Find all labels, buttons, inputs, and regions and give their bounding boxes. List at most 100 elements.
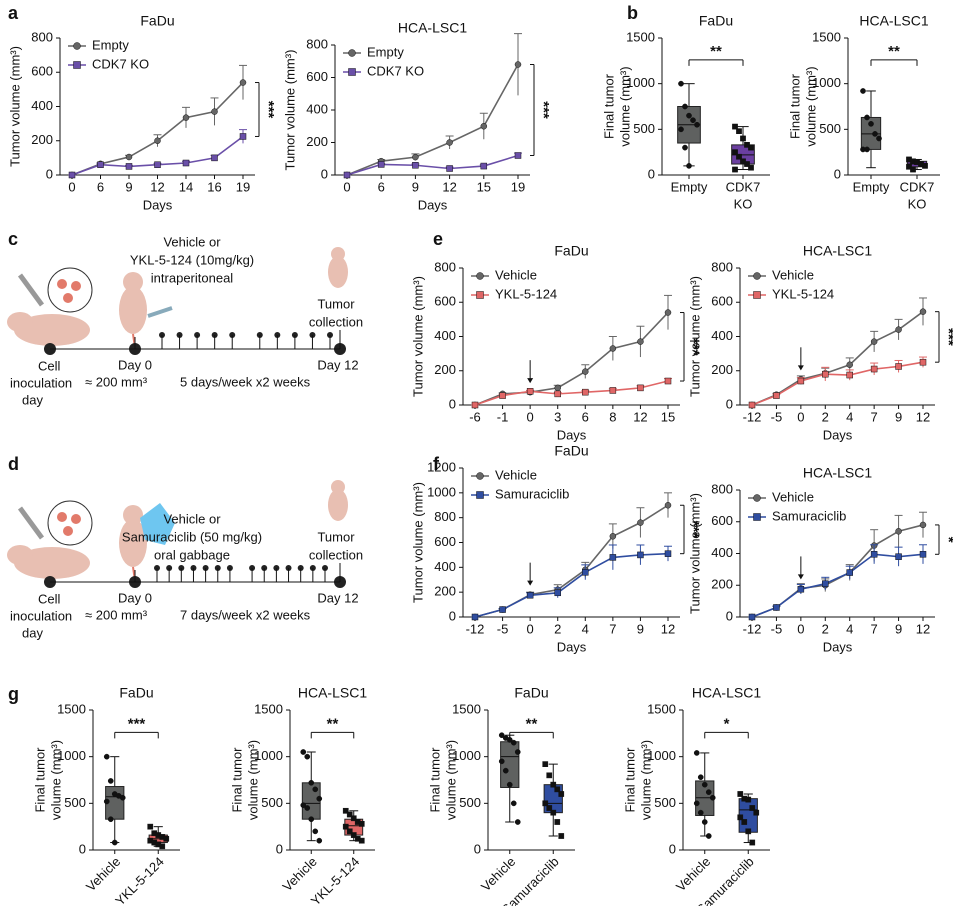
data-point [919, 551, 927, 558]
chart-title: HCA-LSC1 [803, 465, 872, 481]
x-tick-label: -5 [771, 409, 783, 424]
x-tick-label: 0 [797, 409, 804, 424]
x-tick-label: 4 [846, 621, 853, 636]
start-label: day [22, 625, 43, 640]
x-tick-label: 7 [609, 621, 616, 636]
data-point [582, 388, 589, 396]
x-tick-label: -12 [466, 621, 485, 636]
data-point [239, 79, 247, 86]
y-tick-label: 400 [31, 98, 53, 113]
series-line [474, 311, 669, 406]
data-point [744, 161, 750, 167]
data-point [748, 164, 754, 171]
y-tick-label: 1500 [254, 701, 283, 716]
series-line [751, 361, 924, 406]
y-tick-label: 1500 [452, 701, 481, 716]
box [500, 741, 520, 788]
mouse-head [331, 247, 345, 261]
data-point [103, 798, 110, 805]
x-tick-label: -12 [743, 409, 762, 424]
data-point [342, 807, 349, 814]
legend-marker [476, 472, 484, 480]
y-tick-label: 200 [711, 362, 733, 377]
x-tick-label: 9 [895, 621, 902, 636]
y-axis-label: Final tumor [787, 73, 802, 139]
data-point [343, 171, 351, 179]
y-tick-label: 600 [31, 64, 53, 79]
data-point [558, 791, 565, 797]
y-axis-label: volume (mm³) [443, 740, 458, 820]
data-point [514, 61, 522, 68]
x-tick-label: 0 [797, 621, 804, 636]
y-tick-label: 1000 [452, 748, 481, 763]
start-label: Cell [38, 358, 61, 373]
x-tick-label: 4 [846, 409, 853, 424]
y-tick-label: 1500 [647, 701, 676, 716]
x-tick-label: -5 [771, 621, 783, 636]
treatment-label: intraperitoneal [151, 270, 233, 285]
data-point [664, 502, 672, 509]
x-tick-label: 0 [68, 179, 75, 194]
legend-marker [753, 272, 761, 280]
data-point [741, 819, 748, 825]
schematic [7, 480, 348, 588]
y-axis-label: Final tumor [622, 747, 637, 813]
data-point [693, 750, 700, 756]
x-tick-label: 12 [916, 621, 930, 636]
y-tick-label: 0 [46, 166, 53, 181]
data-point [846, 371, 853, 379]
y-tick-label: 500 [64, 795, 86, 810]
legend-label: Samuraciclib [495, 486, 569, 501]
collection-label: Tumor [317, 296, 355, 311]
data-point [159, 843, 166, 850]
y-tick-label: 400 [434, 328, 456, 343]
x-tick-label: 16 [207, 179, 221, 194]
significance: * [724, 715, 730, 732]
y-axis-label: Tumor volume (mm³) [7, 46, 22, 167]
data-point [412, 153, 419, 161]
data-point [846, 569, 853, 576]
data-point [701, 781, 708, 788]
panel-label: e [433, 229, 443, 249]
y-axis-label: Final tumor [601, 73, 616, 139]
start-label: Cell [38, 591, 61, 606]
x-tick-label: 2 [822, 621, 829, 636]
x-tick-label: 4 [582, 621, 589, 636]
y-tick-label: 0 [449, 608, 456, 623]
data-point [300, 802, 307, 809]
y-axis-label: Tumor volume (mm³) [410, 276, 425, 397]
data-point [312, 786, 319, 793]
chart-title: FaDu [554, 443, 588, 459]
data-point [697, 809, 704, 816]
significance: *** [535, 101, 552, 119]
data-point [737, 791, 744, 797]
data-point [514, 152, 522, 159]
chart-title: HCA-LSC1 [692, 685, 761, 701]
arrow-head [797, 574, 804, 580]
data-point [846, 361, 853, 369]
data-point [637, 384, 644, 392]
x-tick-label: Empty [671, 179, 708, 194]
x-tick-label: Vehicle [478, 854, 518, 894]
legend-marker [73, 61, 81, 69]
data-point [308, 816, 315, 823]
data-point [554, 786, 561, 793]
y-tick-label: 400 [711, 328, 733, 343]
x-axis-label: Days [557, 639, 587, 654]
y-tick-label: 1000 [254, 748, 283, 763]
significance: ** [888, 43, 900, 60]
data-point [239, 133, 247, 140]
data-point [749, 805, 756, 811]
arrow-head [527, 580, 534, 586]
data-point [510, 800, 517, 807]
data-point [154, 137, 161, 144]
syringe [17, 506, 45, 540]
data-point [510, 739, 517, 746]
data-point [526, 388, 534, 395]
data-point [745, 796, 752, 803]
size-label: ≈ 200 mm³ [85, 607, 148, 622]
data-point [745, 828, 752, 835]
mouse-head [7, 312, 33, 332]
cell [63, 526, 73, 536]
x-tick-label: Vehicle [280, 854, 320, 894]
